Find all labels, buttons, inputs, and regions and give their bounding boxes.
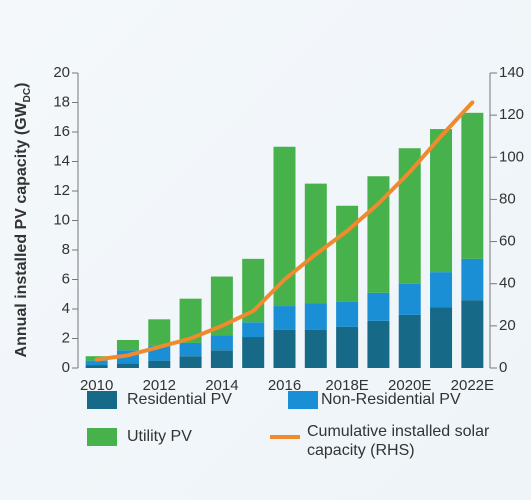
bar (242, 322, 265, 338)
y2-tick-label: 80 (499, 190, 516, 207)
bar (430, 129, 453, 273)
x-tick-label: 2020E (388, 377, 431, 394)
y-tick-label: 16 (53, 123, 70, 140)
y-tick-label: 4 (62, 300, 70, 317)
bar (398, 283, 421, 315)
y2-tick-label: 140 (499, 64, 524, 81)
y-tick-label: 10 (53, 211, 70, 228)
bar (336, 301, 359, 327)
bar (367, 292, 390, 321)
y-tick-label: 14 (53, 152, 70, 169)
y2-tick-label: 0 (499, 359, 507, 376)
bar (179, 342, 202, 357)
legend-label: Cumulative installed solar capacity (RHS… (307, 423, 490, 459)
bar (430, 307, 453, 368)
line (94, 100, 475, 362)
bar (179, 356, 202, 368)
x-tick-label: 2014 (205, 377, 238, 394)
bar (85, 360, 108, 366)
bar (304, 303, 327, 330)
legend-swatch (87, 428, 117, 446)
bar (304, 183, 327, 304)
x-tick-label: 2010 (80, 377, 113, 394)
y-axis-label: Annual installed PV capacity (GWDC) (13, 83, 33, 358)
legend-swatch (87, 391, 117, 409)
bar (461, 112, 484, 259)
legend-swatch (270, 435, 300, 439)
bar (367, 320, 390, 368)
x-tick-label: 2012 (143, 377, 176, 394)
bar (304, 329, 327, 368)
y-axis-label-part: DC (22, 88, 33, 102)
bar (461, 258, 484, 301)
bar (242, 337, 265, 368)
x-tick-label: 2022E (451, 377, 494, 394)
y2-tick-label: 20 (499, 317, 516, 334)
legend-label: Residential PV (127, 391, 232, 408)
y-tick-label: 0 (62, 359, 70, 376)
y-tick-label: 12 (53, 182, 70, 199)
legend-swatch (288, 391, 318, 409)
bar (336, 326, 359, 368)
y-axis-label-part: ) (13, 83, 30, 88)
bar (179, 298, 202, 343)
legend-label: Utility PV (127, 428, 192, 445)
y-tick-label: 20 (53, 64, 70, 81)
bar (273, 146, 296, 307)
bar (273, 329, 296, 368)
y2-tick-label: 40 (499, 275, 516, 292)
bar (430, 272, 453, 308)
bar (398, 314, 421, 368)
y-tick-label: 8 (62, 241, 70, 258)
bar (398, 148, 421, 284)
bar (367, 176, 390, 293)
legend-label: Non-Residential PV (321, 391, 461, 408)
bar (461, 300, 484, 368)
x-tick-label: 2018E (325, 377, 368, 394)
y-axis-label-part: Annual installed PV capacity (GW (13, 101, 30, 357)
y-tick-label: 6 (62, 270, 70, 287)
bar (273, 306, 296, 330)
y2-tick-label: 120 (499, 106, 524, 123)
bar (336, 205, 359, 302)
y2-tick-label: 100 (499, 148, 524, 165)
bar (210, 276, 233, 336)
bar (116, 339, 139, 351)
bar (210, 335, 233, 351)
bar (148, 319, 171, 346)
bar (116, 363, 139, 368)
x-tick-label: 2016 (268, 377, 301, 394)
y-tick-label: 2 (62, 329, 70, 346)
bar (148, 360, 171, 368)
y-tick-label: 18 (53, 93, 70, 110)
bar (210, 350, 233, 368)
y2-tick-label: 60 (499, 233, 516, 250)
bar (85, 365, 108, 368)
